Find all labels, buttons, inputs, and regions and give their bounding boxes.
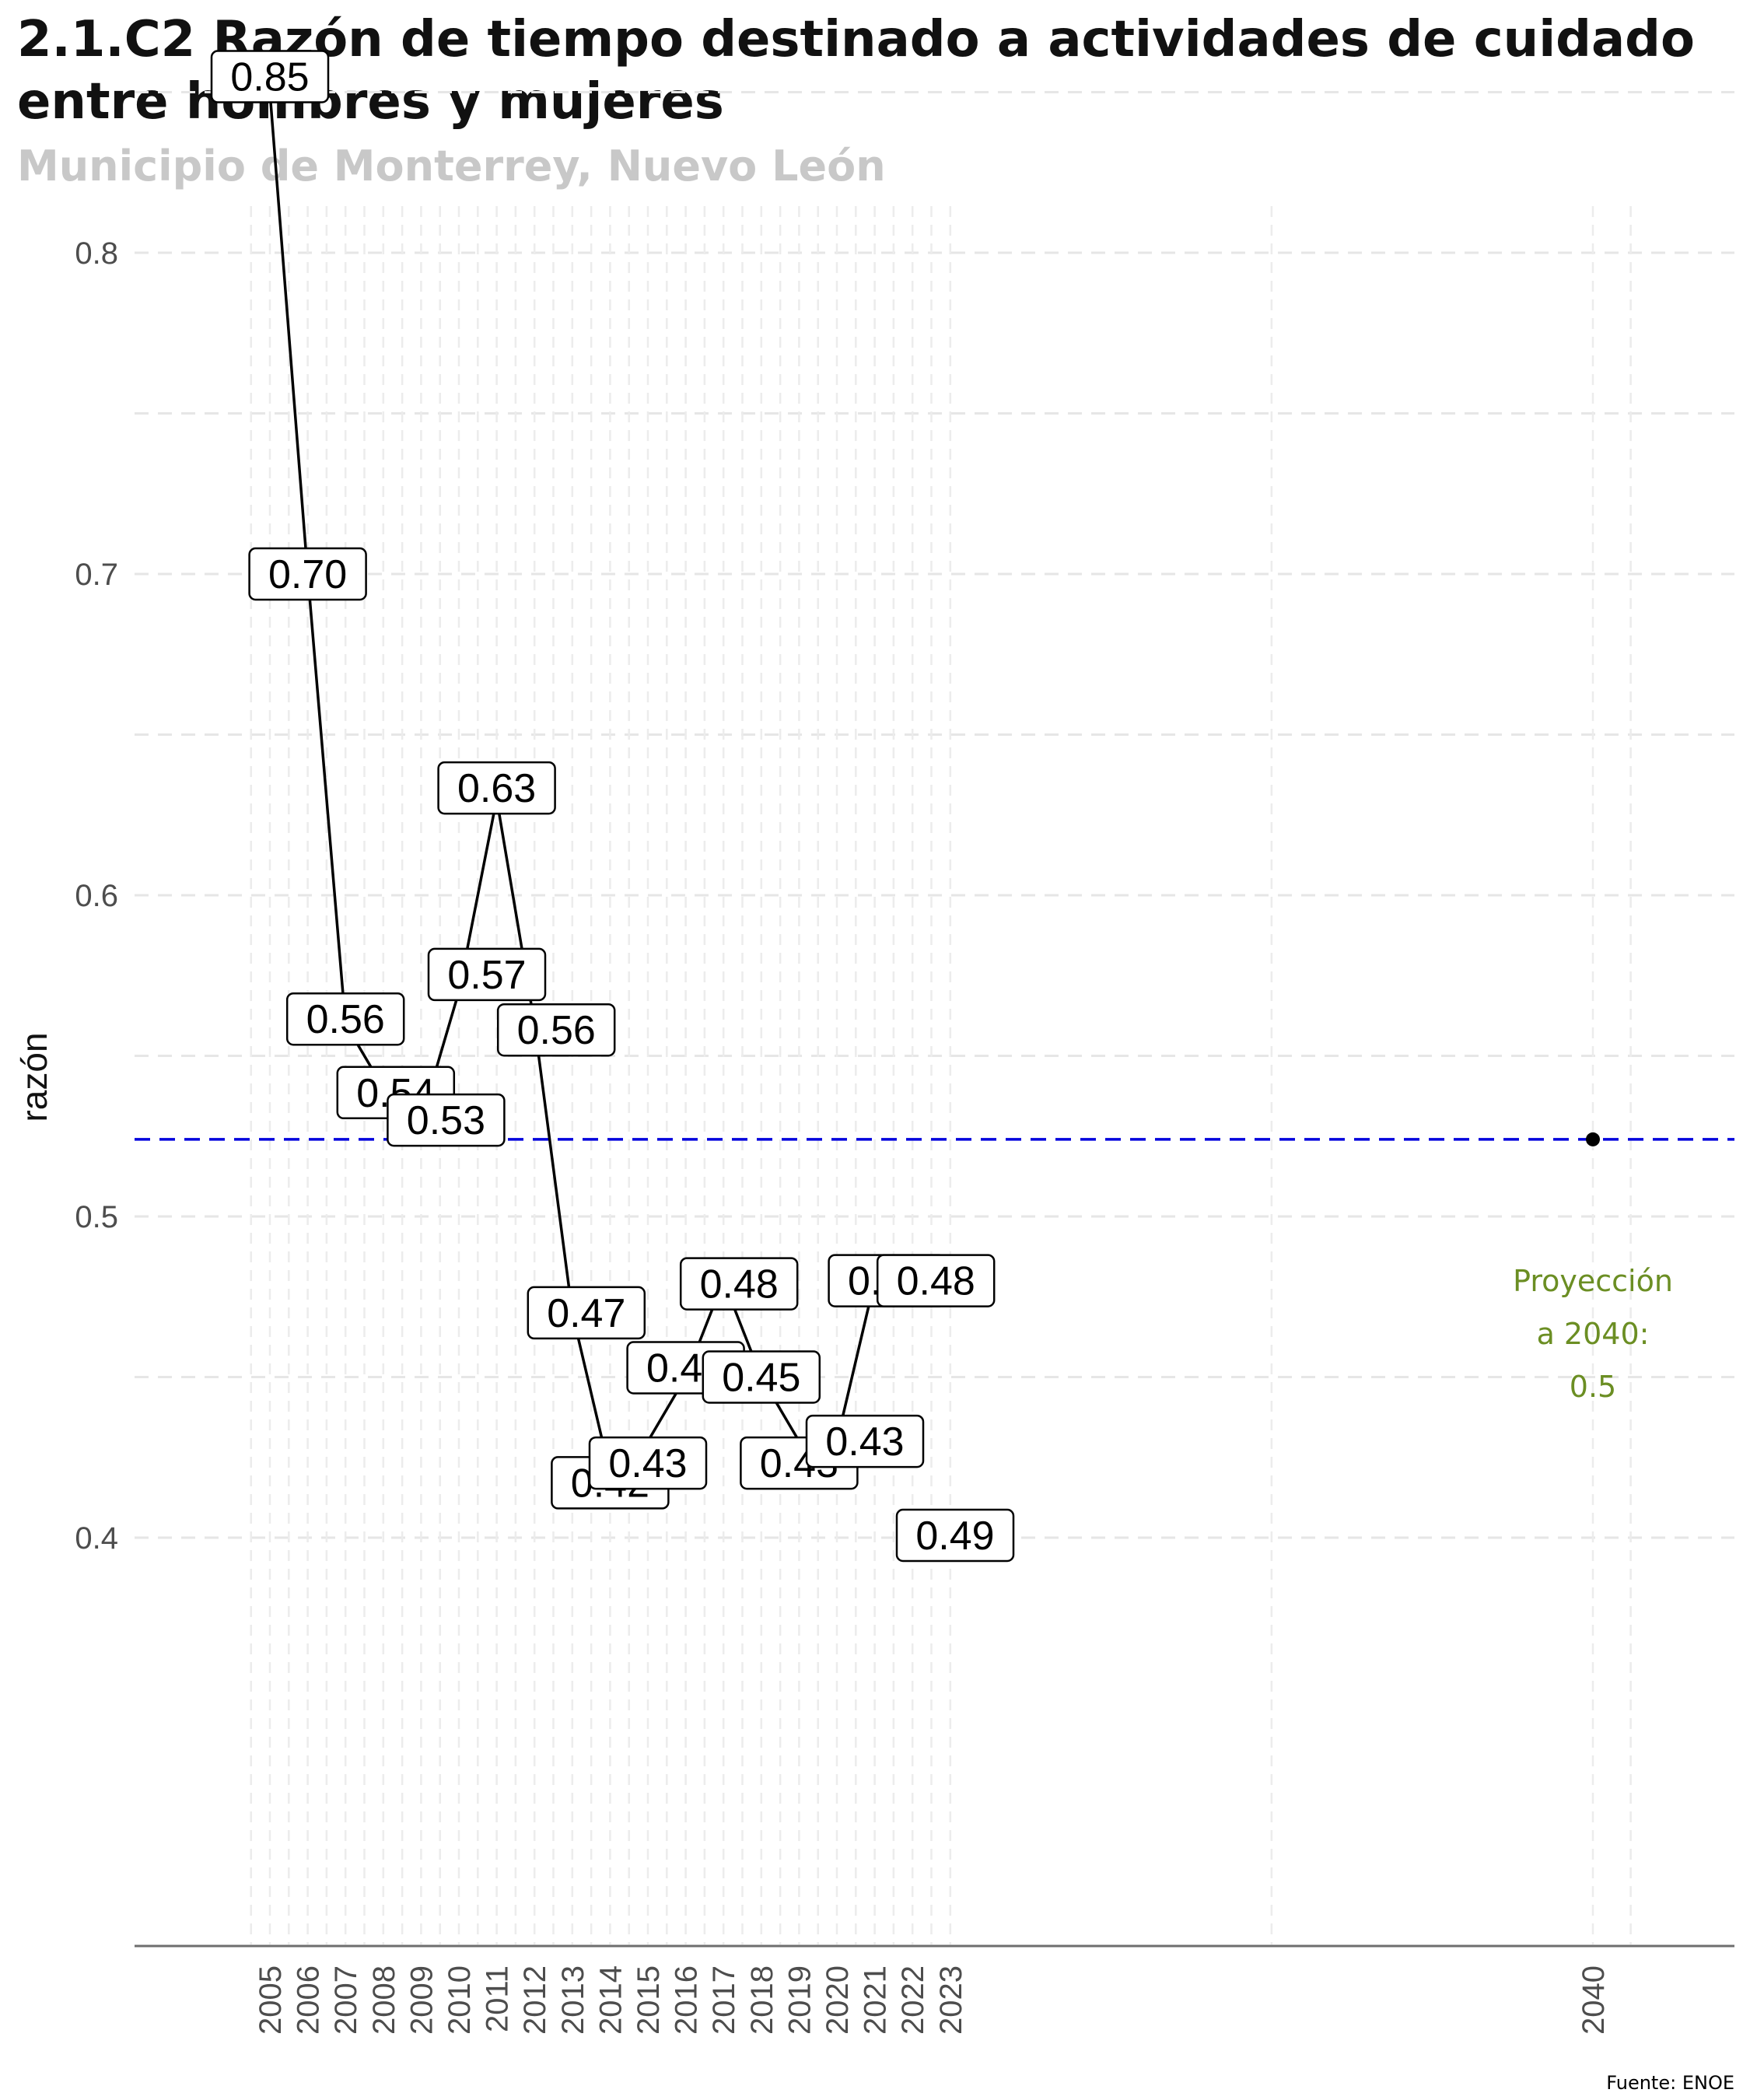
data-label-extra: 0.49 <box>895 1508 1015 1563</box>
data-label: 0.56 <box>496 1003 616 1057</box>
x-tick-label: 2022 <box>896 1965 930 2035</box>
data-label-text: 0.48 <box>700 1262 779 1307</box>
data-label: 0.56 <box>285 992 405 1046</box>
data-label-text: 0.70 <box>268 552 347 597</box>
data-label-text: 0.43 <box>608 1441 687 1486</box>
x-tick-label: 2007 <box>329 1965 363 2035</box>
data-label-text: 0.48 <box>897 1259 975 1304</box>
x-tick-label: 2009 <box>404 1965 439 2035</box>
projection-text-line: Proyección <box>1513 1264 1673 1298</box>
x-tick-label: 2012 <box>518 1965 552 2035</box>
x-tick-label: 2006 <box>292 1965 326 2035</box>
data-label-box <box>895 1508 1015 1563</box>
data-label: 0.43 <box>588 1436 708 1490</box>
data-label: 0.63 <box>437 761 556 815</box>
source-caption: Fuente: ENOE <box>1606 2072 1734 2094</box>
data-label: 0.85 <box>210 50 330 103</box>
x-tick-label: 2020 <box>821 1965 855 2035</box>
data-label-box <box>679 1257 799 1311</box>
y-tick-label: 0.5 <box>75 1200 118 1234</box>
data-label: 0.70 <box>248 547 367 601</box>
x-tick-label: 2008 <box>367 1965 401 2035</box>
series-line <box>268 92 913 1475</box>
data-label: 0.53 <box>387 1093 506 1147</box>
y-axis-ticks: 0.4 0.5 0.6 0.7 0.8 <box>75 236 118 1556</box>
data-label-text: 0.57 <box>447 953 526 998</box>
x-tick-label: 2016 <box>670 1965 704 2035</box>
data-label-text: 0.85 <box>230 55 309 100</box>
x-tick-label: 2005 <box>254 1965 288 2035</box>
data-label-text: 0.47 <box>547 1291 625 1336</box>
data-label: 0.57 <box>427 947 547 1002</box>
data-label-box <box>248 547 367 601</box>
y-tick-label: 0.7 <box>75 558 118 592</box>
data-label-text: 0.53 <box>407 1098 485 1143</box>
x-tick-label: 2023 <box>934 1965 968 2035</box>
data-label-text: 0.63 <box>457 766 536 811</box>
x-tick-label: 2021 <box>859 1965 893 2035</box>
data-label: 0.47 <box>527 1286 646 1340</box>
data-label-text: 0.56 <box>306 997 385 1042</box>
x-tick-label: 2013 <box>556 1965 590 2035</box>
chart-subtitle: Municipio de Monterrey, Nuevo León <box>17 142 886 191</box>
data-label-box <box>588 1436 708 1490</box>
data-label: 0.45 <box>702 1350 821 1404</box>
y-tick-label: 0.4 <box>75 1521 118 1556</box>
projection-point <box>1586 1132 1600 1146</box>
x-tick-label: 2010 <box>443 1965 477 2035</box>
series-line-group <box>268 92 913 1475</box>
data-label-box <box>805 1414 925 1468</box>
x-tick-label: 2019 <box>782 1965 817 2035</box>
projection-group: Proyección a 2040: 0.5 <box>1513 1132 1673 1404</box>
projection-text-line: 0.5 <box>1570 1370 1616 1404</box>
data-label-box <box>427 947 547 1002</box>
data-label-box <box>437 761 556 815</box>
data-label-text: 0.45 <box>722 1356 800 1401</box>
x-axis-ticks: 2005 2006 2007 2008 2009 2010 2011 2012 2013 2014… <box>254 1965 1611 2035</box>
x-tick-label: 2014 <box>593 1965 628 2035</box>
data-label-text: 0.43 <box>825 1419 904 1465</box>
x-tick-label: 2040 <box>1577 1965 1611 2035</box>
y-tick-label: 0.6 <box>75 879 118 913</box>
data-label-text: 0.49 <box>915 1514 994 1559</box>
data-label-box <box>210 50 330 103</box>
data-label: 0.48 <box>679 1257 799 1311</box>
y-tick-label: 0.8 <box>75 236 118 271</box>
data-label-box <box>527 1286 646 1340</box>
data-labels: 0.850.700.560.540.530.570.630.560.470.42… <box>210 50 1015 1563</box>
x-tick-label: 2017 <box>707 1965 741 2035</box>
x-tick-label: 2011 <box>481 1965 515 2032</box>
data-label-text: 0.56 <box>517 1008 596 1053</box>
x-tick-label: 2015 <box>632 1965 666 2035</box>
data-label-box <box>702 1350 821 1404</box>
data-label-box <box>876 1254 996 1307</box>
data-label-box <box>496 1003 616 1057</box>
grid <box>135 91 1734 1944</box>
projection-text-line: a 2040: <box>1537 1317 1650 1351</box>
data-label: 0.43 <box>805 1414 925 1468</box>
y-axis-title: razón <box>14 1032 54 1122</box>
data-label-box <box>285 992 405 1046</box>
x-tick-label: 2018 <box>745 1965 779 2035</box>
data-label-box <box>387 1093 506 1147</box>
data-label: 0.48 <box>876 1254 996 1307</box>
chart-title-line-2: entre hombres y mujeres <box>17 73 724 131</box>
